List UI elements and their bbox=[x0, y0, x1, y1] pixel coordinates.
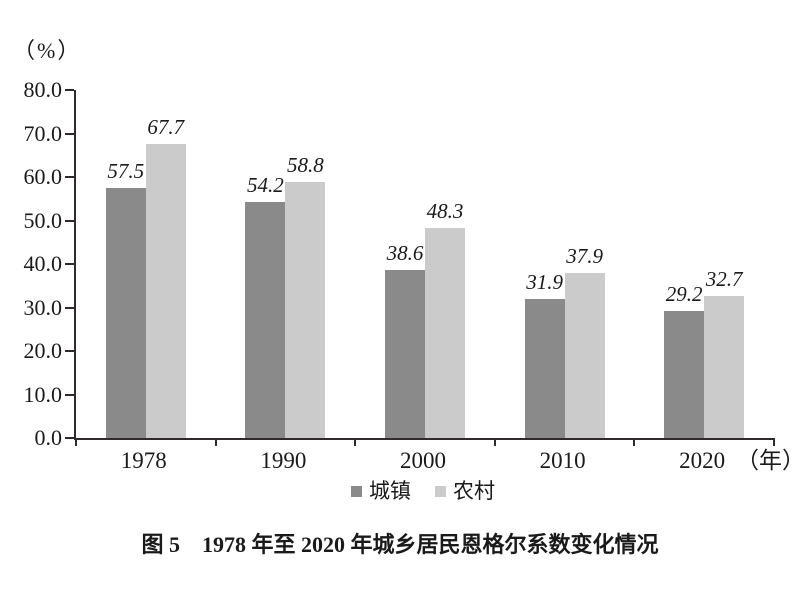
x-tick-mark bbox=[633, 438, 636, 446]
y-tick-label: 80.0 bbox=[23, 77, 63, 102]
bar-value-label: 58.8 bbox=[287, 153, 324, 178]
y-axis-unit-label: （%） bbox=[13, 38, 82, 63]
x-category-label: 2020 bbox=[679, 448, 726, 473]
y-tick-mark bbox=[65, 176, 74, 178]
bar-group: 38.6 48.3 bbox=[355, 90, 495, 438]
bar-value-label: 57.5 bbox=[107, 158, 145, 183]
bar-城镇 bbox=[245, 202, 286, 438]
x-axis-unit-label: （年） bbox=[736, 448, 800, 473]
y-tick-mark bbox=[65, 132, 74, 135]
bar-value-label: 54.2 bbox=[247, 173, 284, 198]
bar-城镇 bbox=[664, 310, 705, 438]
chart-caption: 图 5 1978 年至 2020 年城乡居民恩格尔系数变化情况 bbox=[141, 532, 659, 557]
bar-value-label: 67.7 bbox=[147, 114, 185, 139]
y-tick-label: 0.0 bbox=[34, 425, 63, 450]
bar-group: 54.2 58.8 bbox=[216, 90, 356, 438]
y-axis-labels: 80.0 70.0 60.0 50.0 40.0 30.0 20.0 10.0 0.0 bbox=[0, 79, 63, 449]
legend: 城镇 农村 bbox=[74, 481, 772, 502]
legend-item: 农村 bbox=[435, 481, 495, 502]
x-tick-mark bbox=[75, 438, 77, 446]
bar-wrap: 54.2 bbox=[245, 90, 286, 438]
x-category-label: 1990 bbox=[260, 448, 307, 473]
x-axis-labels: （年） 1978 1990 2000 2010 2020 bbox=[74, 447, 800, 479]
bar-value-label: 29.2 bbox=[665, 281, 703, 306]
bar-农村 bbox=[285, 182, 326, 438]
x-tick-mark bbox=[214, 438, 217, 446]
y-tick-mark bbox=[65, 306, 74, 309]
bar-wrap: 58.8 bbox=[285, 90, 326, 438]
bar-group: 57.5 67.7 bbox=[76, 90, 216, 438]
y-tick-mark bbox=[65, 393, 74, 396]
y-tick-mark bbox=[65, 437, 74, 439]
bar-group: 31.9 37.9 bbox=[495, 90, 635, 438]
bar-农村 bbox=[564, 273, 605, 438]
bar-城镇 bbox=[524, 299, 565, 438]
bar-wrap: 29.2 bbox=[664, 90, 705, 438]
y-tick-label: 70.0 bbox=[23, 120, 63, 146]
legend-swatch bbox=[351, 486, 362, 497]
x-tick-mark bbox=[354, 438, 357, 446]
plot-area: 57.5 67.7 54.2 58.8 38.6 48.3 31.9 37.9 29.2 32.7 bbox=[65, 89, 775, 446]
y-tick-label: 30.0 bbox=[23, 294, 63, 320]
y-tick-mark bbox=[65, 89, 74, 91]
bar-value-label: 38.6 bbox=[386, 241, 424, 266]
bar-wrap: 57.5 bbox=[105, 90, 146, 438]
x-tick-mark bbox=[773, 438, 775, 446]
bar-wrap: 37.9 bbox=[564, 90, 605, 438]
legend-item: 城镇 bbox=[351, 481, 411, 502]
bar-农村 bbox=[704, 295, 745, 438]
y-tick-label: 50.0 bbox=[23, 207, 63, 233]
bar-value-label: 48.3 bbox=[426, 198, 464, 223]
x-category-label: 1978 bbox=[120, 448, 167, 473]
legend-swatch bbox=[435, 486, 446, 497]
bar-group: 29.2 32.7 bbox=[634, 90, 774, 438]
bar-城镇 bbox=[384, 270, 425, 438]
bar-农村 bbox=[424, 227, 465, 438]
bar-groups: 57.5 67.7 54.2 58.8 38.6 48.3 31.9 37.9 29.2 32.7 bbox=[76, 90, 774, 438]
x-category-label: 2010 bbox=[539, 448, 586, 473]
bar-wrap: 32.7 bbox=[704, 90, 745, 438]
bar-value-label: 37.9 bbox=[566, 244, 603, 269]
legend-label: 城镇 bbox=[369, 479, 411, 503]
bar-城镇 bbox=[105, 187, 146, 438]
y-tick-mark bbox=[65, 350, 74, 352]
bar-wrap: 31.9 bbox=[524, 90, 565, 438]
legend-label: 农村 bbox=[453, 479, 495, 503]
x-category-label: 2000 bbox=[399, 448, 446, 473]
y-tick-label: 20.0 bbox=[23, 338, 63, 363]
y-tick-label: 40.0 bbox=[23, 251, 63, 276]
bar-wrap: 48.3 bbox=[424, 90, 465, 438]
y-tick-mark bbox=[65, 263, 74, 265]
bar-wrap: 38.6 bbox=[384, 90, 425, 438]
bar-农村 bbox=[145, 143, 186, 438]
y-tick-label: 10.0 bbox=[23, 381, 63, 407]
bar-wrap: 67.7 bbox=[145, 90, 186, 438]
bar-value-label: 31.9 bbox=[526, 270, 563, 295]
y-tick-label: 60.0 bbox=[23, 164, 63, 189]
y-tick-mark bbox=[65, 219, 74, 222]
bar-value-label: 32.7 bbox=[705, 266, 743, 291]
x-tick-mark bbox=[493, 438, 496, 446]
